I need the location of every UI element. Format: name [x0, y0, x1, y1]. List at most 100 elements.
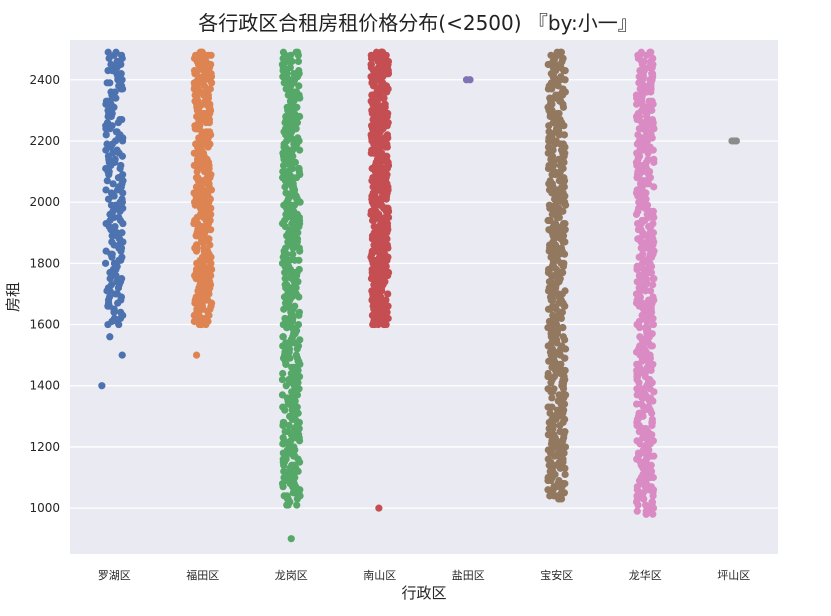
data-point — [296, 336, 304, 344]
data-point — [648, 70, 657, 78]
data-point — [295, 164, 303, 173]
data-point — [560, 259, 568, 267]
x-tick-label: 南山区 — [363, 569, 396, 582]
y-axis-label: 房租 — [4, 282, 22, 312]
data-point — [279, 149, 287, 157]
data-point — [544, 369, 552, 378]
x-tick-label: 宝安区 — [540, 568, 573, 582]
data-point — [193, 167, 201, 176]
data-point — [207, 51, 215, 59]
data-point — [648, 498, 656, 506]
data-point — [292, 351, 300, 359]
data-point — [561, 464, 569, 472]
data-point — [646, 143, 654, 151]
data-point — [198, 48, 206, 56]
x-tick-label: 罗湖区 — [98, 569, 131, 582]
data-point — [205, 235, 213, 243]
data-point — [291, 256, 299, 264]
y-tick-label: 2000 — [29, 195, 60, 209]
data-point — [117, 161, 125, 170]
x-tick-label: 龙华区 — [629, 568, 662, 582]
data-point — [288, 461, 296, 469]
data-point — [649, 54, 657, 62]
data-point — [544, 446, 552, 454]
data-point — [202, 128, 211, 136]
data-point — [107, 201, 116, 209]
data-point — [118, 351, 126, 359]
data-point — [559, 333, 567, 341]
y-tick-label: 1000 — [29, 501, 60, 515]
data-point — [279, 418, 287, 427]
data-point — [550, 385, 558, 393]
data-point — [557, 244, 566, 252]
data-point — [107, 189, 116, 197]
data-point — [372, 48, 381, 56]
data-point — [102, 247, 110, 255]
data-point — [293, 501, 301, 509]
data-point — [650, 155, 658, 163]
data-point — [546, 492, 554, 500]
data-point — [381, 213, 389, 222]
data-point — [295, 265, 303, 274]
data-point — [279, 369, 287, 378]
data-point — [280, 79, 288, 87]
data-point — [117, 51, 126, 59]
data-point — [104, 106, 112, 114]
data-point — [637, 48, 645, 56]
data-point — [294, 57, 303, 66]
data-point — [278, 376, 287, 384]
data-point — [280, 467, 288, 475]
data-point — [118, 195, 126, 203]
data-point — [281, 275, 289, 283]
data-point — [280, 492, 288, 500]
data-point — [372, 207, 380, 215]
y-tick-label: 2400 — [29, 73, 60, 87]
data-point — [549, 302, 557, 310]
data-point — [295, 67, 303, 75]
data-point — [282, 339, 290, 347]
data-point — [545, 128, 553, 136]
data-point — [551, 219, 560, 228]
data-point — [384, 268, 393, 277]
data-point — [111, 155, 119, 163]
data-point — [109, 180, 117, 188]
data-point — [545, 317, 554, 326]
data-point — [649, 219, 657, 228]
data-point — [111, 223, 119, 231]
data-point — [370, 241, 378, 249]
data-point — [639, 265, 647, 274]
data-point — [291, 302, 299, 310]
data-point — [637, 400, 645, 408]
data-point — [557, 48, 566, 56]
data-point — [649, 320, 658, 329]
data-point — [732, 137, 741, 145]
data-point — [561, 366, 569, 375]
data-point — [550, 167, 558, 176]
data-point — [648, 415, 656, 423]
data-point — [648, 97, 656, 105]
y-tick-label: 1800 — [29, 256, 60, 270]
data-point — [559, 54, 567, 62]
data-point — [561, 470, 569, 479]
data-point — [106, 333, 114, 341]
data-point — [368, 146, 376, 154]
data-point — [559, 324, 567, 332]
data-point — [375, 504, 383, 512]
data-point — [110, 314, 119, 323]
data-point — [113, 146, 121, 154]
data-point — [633, 437, 641, 445]
data-point — [550, 431, 558, 439]
data-point — [103, 119, 112, 127]
data-point — [192, 351, 201, 359]
gridlines — [70, 79, 778, 509]
data-point — [644, 324, 652, 332]
y-tick-label: 2200 — [29, 134, 60, 148]
x-tick-label: 福田区 — [186, 568, 219, 582]
data-point — [384, 290, 392, 298]
data-point — [281, 314, 289, 323]
data-point — [560, 406, 568, 414]
data-point — [559, 219, 568, 228]
data-point — [283, 281, 291, 289]
data-point — [557, 360, 565, 368]
